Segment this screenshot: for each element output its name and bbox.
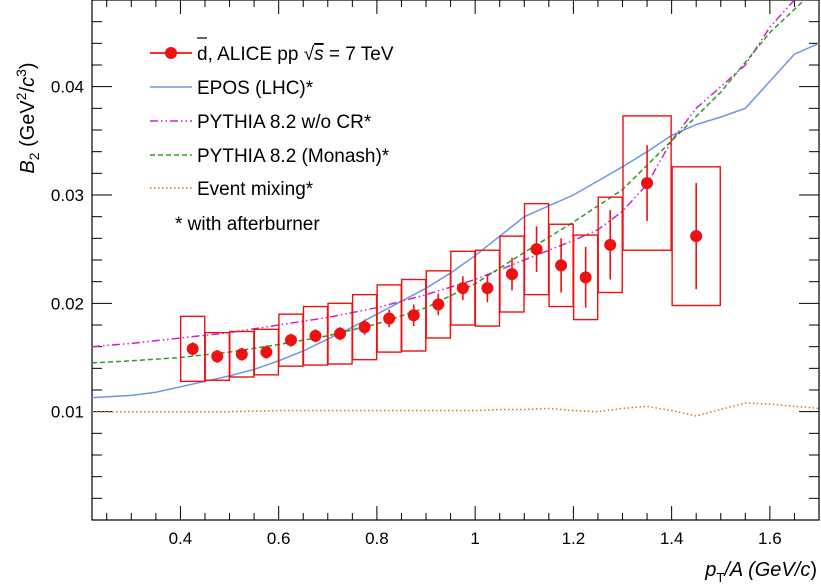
x-tick-label: 1.6 [758,529,782,548]
legend: d, ALICE pp √s = 7 TeV EPOS (LHC)* PYTHI… [150,37,394,235]
data-point [284,334,297,347]
x-tick-label: 1.2 [562,529,586,548]
data-point [211,350,224,363]
data-point [690,230,703,243]
legend-entry-data: d, ALICE pp √s = 7 TeV [150,37,394,65]
y-tick-label: 0.04 [51,78,84,97]
legend-pythia-nocr-label: PYTHIA 8.2 w/o CR* [197,112,372,133]
x-tick-label: 0.4 [169,529,193,548]
data-point [456,282,469,295]
data-point [407,309,420,322]
series-line-dotted [92,402,819,417]
data-point [358,321,371,334]
legend-data-marker [165,47,177,59]
data-point [579,271,592,284]
axis-ticks: 0.4 0.6 0.8 1 1.2 1.4 1.6 0.01 0.02 0.03 0.04 [51,0,820,548]
y-tick-label: 0.03 [51,186,84,205]
data-point [432,298,445,311]
data-point [309,329,322,342]
y-tick-label: 0.02 [51,294,84,313]
legend-entry-mixing: Event mixing* [150,179,314,200]
data-point [530,243,543,256]
syst-box [671,166,721,307]
y-axis-title: B2 (GeV2/c3) [13,62,42,173]
data-point [235,348,248,361]
x-axis-title: pT/A (GeV/c) [704,559,817,585]
data-point [555,259,568,272]
legend-pythia-monash-label: PYTHIA 8.2 (Monash)* [197,146,390,167]
legend-entry-pythia-monash: PYTHIA 8.2 (Monash)* [150,146,390,167]
legend-entry-pythia-nocr: PYTHIA 8.2 w/o CR* [150,112,372,133]
x-tick-label: 1 [470,529,479,548]
series-line-solid [92,42,819,399]
data-points [186,145,703,363]
data-point [186,342,199,355]
data-point [641,177,654,190]
data-point [383,312,396,325]
legend-entry-epos: EPOS (LHC)* [150,78,314,99]
y-tick-label: 0.01 [51,403,84,422]
x-tick-label: 1.4 [660,529,684,548]
legend-epos-label: EPOS (LHC)* [197,78,314,99]
legend-data-label: d, ALICE pp √s = 7 TeV [197,44,394,65]
syst-box [597,196,623,294]
data-point [334,327,347,340]
data-point [481,282,494,295]
syst-box [622,115,672,251]
legend-mixing-label: Event mixing* [197,179,314,200]
data-point [260,346,273,359]
legend-note: * with afterburner [175,214,320,235]
systematic-boxes [179,115,721,383]
x-tick-label: 0.6 [267,529,291,548]
data-point [604,238,617,251]
x-tick-label: 0.8 [365,529,389,548]
data-point [505,268,518,281]
